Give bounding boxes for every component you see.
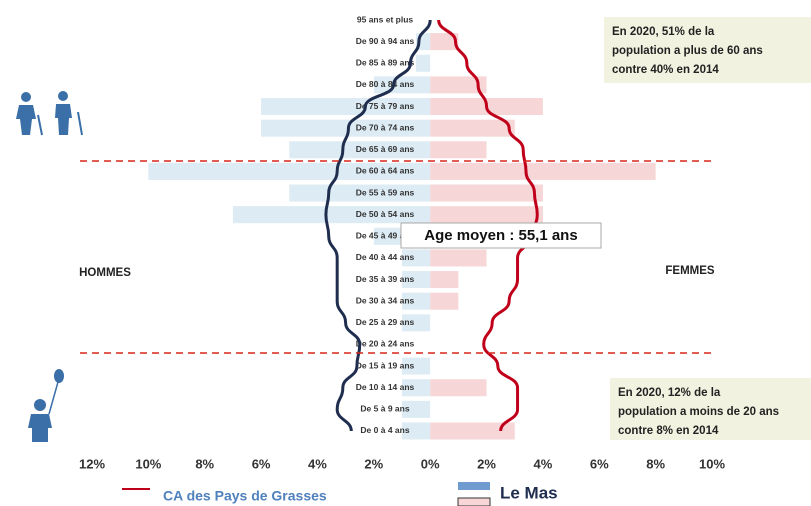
x-tick-label: 2% — [477, 456, 496, 471]
bar-right — [430, 76, 487, 94]
bar-right — [430, 33, 459, 51]
legend-label: CA des Pays de Grasses — [163, 488, 327, 504]
bar-left — [373, 76, 431, 94]
child-icon — [28, 369, 64, 442]
bar-right — [430, 206, 543, 224]
annotation-text: En 2020, 51% de la — [612, 26, 715, 38]
bar-left — [402, 292, 431, 310]
x-tick-label: 2% — [364, 456, 383, 471]
annotation-text: population a moins de 20 ans — [618, 406, 779, 418]
bar-left — [402, 271, 431, 289]
category-label: De 55 à 59 ans — [356, 187, 415, 197]
bar-right — [430, 379, 487, 397]
x-tick-label: 4% — [534, 456, 553, 471]
legend-label: Le Mas — [500, 483, 558, 502]
category-label: De 10 à 14 ans — [356, 382, 415, 392]
annotation-box — [610, 378, 811, 440]
bar-left — [402, 314, 431, 332]
bar-right — [430, 184, 543, 202]
x-tick-label: 8% — [646, 456, 665, 471]
line-left — [324, 19, 432, 432]
legend-swatch — [457, 497, 491, 506]
x-tick-label: 0% — [421, 456, 440, 471]
category-label: De 85 à 89 ans — [356, 58, 415, 68]
bar-left — [261, 119, 431, 137]
category-label: De 5 à 9 ans — [360, 404, 409, 414]
x-tick-label: 4% — [308, 456, 327, 471]
x-tick-label: 12% — [79, 456, 105, 471]
bar-left — [402, 249, 431, 267]
x-tick-label: 6% — [252, 456, 271, 471]
bar-left — [402, 400, 431, 418]
bar-right — [430, 249, 487, 267]
category-label: De 65 à 69 ans — [356, 144, 415, 154]
bar-right — [430, 271, 459, 289]
annotation-text: contre 8% en 2014 — [618, 425, 719, 437]
bar-left — [416, 54, 431, 72]
category-label: De 90 à 94 ans — [356, 36, 415, 46]
bar-right — [430, 422, 515, 440]
category-label: De 20 à 24 ans — [356, 339, 415, 349]
category-label: 95 ans et plus — [357, 14, 413, 24]
category-label: De 75 à 79 ans — [356, 101, 415, 111]
bar-right — [430, 141, 487, 159]
bar-left — [289, 141, 431, 159]
category-label: De 70 à 74 ans — [356, 122, 415, 132]
bar-right — [430, 162, 656, 180]
age-box — [400, 222, 602, 249]
category-label: De 15 à 19 ans — [356, 360, 415, 370]
bar-right — [430, 292, 459, 310]
bar-left — [289, 184, 431, 202]
category-label: De 30 à 34 ans — [356, 295, 415, 305]
category-label: De 40 à 44 ans — [356, 252, 415, 262]
category-label: De 80 à 84 ans — [356, 79, 415, 89]
bar-right — [430, 119, 515, 137]
elderly-icon — [16, 91, 83, 136]
bar-left — [402, 422, 431, 440]
x-tick-label: 10% — [699, 456, 725, 471]
age-text: Age moyen : 55,1 ans — [424, 227, 577, 244]
category-label: De 25 à 29 ans — [356, 317, 415, 327]
bar-left — [261, 98, 431, 116]
bar-left — [148, 162, 431, 180]
category-label: De 0 à 4 ans — [360, 425, 409, 435]
bar-left — [402, 379, 431, 397]
annotation-text: population a plus de 60 ans — [612, 45, 763, 57]
x-tick-label: 6% — [590, 456, 609, 471]
right-label: FEMMES — [665, 265, 715, 277]
annotation-box — [604, 17, 811, 83]
x-tick-label: 8% — [195, 456, 214, 471]
legend-swatch — [458, 482, 490, 490]
category-label: De 50 à 54 ans — [356, 209, 415, 219]
category-label: De 45 à 49 ans — [356, 231, 415, 241]
category-label: De 35 à 39 ans — [356, 274, 415, 284]
x-tick-label: 10% — [135, 456, 161, 471]
annotation-text: contre 40% en 2014 — [612, 64, 719, 76]
bar-left — [232, 206, 431, 224]
left-label: HOMMES — [79, 267, 131, 279]
category-label: De 60 à 64 ans — [356, 166, 415, 176]
annotation-text: En 2020, 12% de la — [618, 387, 721, 399]
bar-left — [402, 357, 431, 375]
